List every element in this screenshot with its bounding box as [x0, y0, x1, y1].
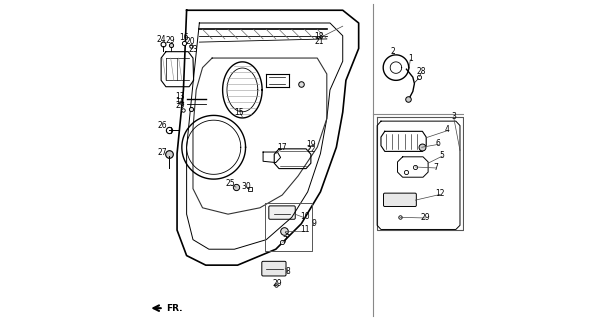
Text: 7: 7 — [283, 236, 287, 245]
Text: 10: 10 — [300, 212, 310, 221]
Text: 6: 6 — [436, 139, 441, 148]
Text: 13: 13 — [175, 92, 185, 101]
Text: 11: 11 — [300, 225, 310, 234]
Text: 28: 28 — [417, 67, 426, 76]
FancyBboxPatch shape — [269, 206, 295, 219]
Text: 29: 29 — [175, 101, 185, 110]
Text: 12: 12 — [435, 189, 445, 198]
Text: 29: 29 — [273, 279, 282, 288]
Text: 5: 5 — [440, 151, 445, 160]
FancyBboxPatch shape — [384, 193, 417, 206]
Text: 15: 15 — [234, 108, 244, 117]
Text: 18: 18 — [314, 32, 323, 41]
Text: 2: 2 — [391, 47, 395, 56]
Text: 30: 30 — [242, 182, 252, 191]
Text: 19: 19 — [307, 140, 316, 149]
Text: 16: 16 — [179, 33, 189, 42]
Text: FR.: FR. — [166, 304, 183, 313]
Text: 9: 9 — [312, 219, 317, 228]
Text: 22: 22 — [307, 145, 316, 154]
Text: 17: 17 — [277, 143, 287, 152]
Text: 4: 4 — [445, 125, 449, 134]
Text: 24: 24 — [157, 35, 167, 44]
Text: 27: 27 — [158, 148, 167, 157]
Text: 3: 3 — [451, 112, 456, 121]
Text: 29: 29 — [165, 36, 175, 45]
Text: 1: 1 — [408, 54, 413, 63]
Text: 26: 26 — [158, 121, 167, 130]
Text: 8: 8 — [286, 267, 290, 276]
Text: 7: 7 — [434, 163, 438, 172]
Text: 14: 14 — [175, 97, 185, 106]
Text: 20: 20 — [186, 37, 195, 46]
Text: 25: 25 — [226, 180, 236, 188]
Text: 23: 23 — [189, 44, 199, 54]
FancyBboxPatch shape — [262, 261, 286, 276]
Text: 29: 29 — [421, 213, 431, 222]
Text: 21: 21 — [314, 37, 323, 46]
